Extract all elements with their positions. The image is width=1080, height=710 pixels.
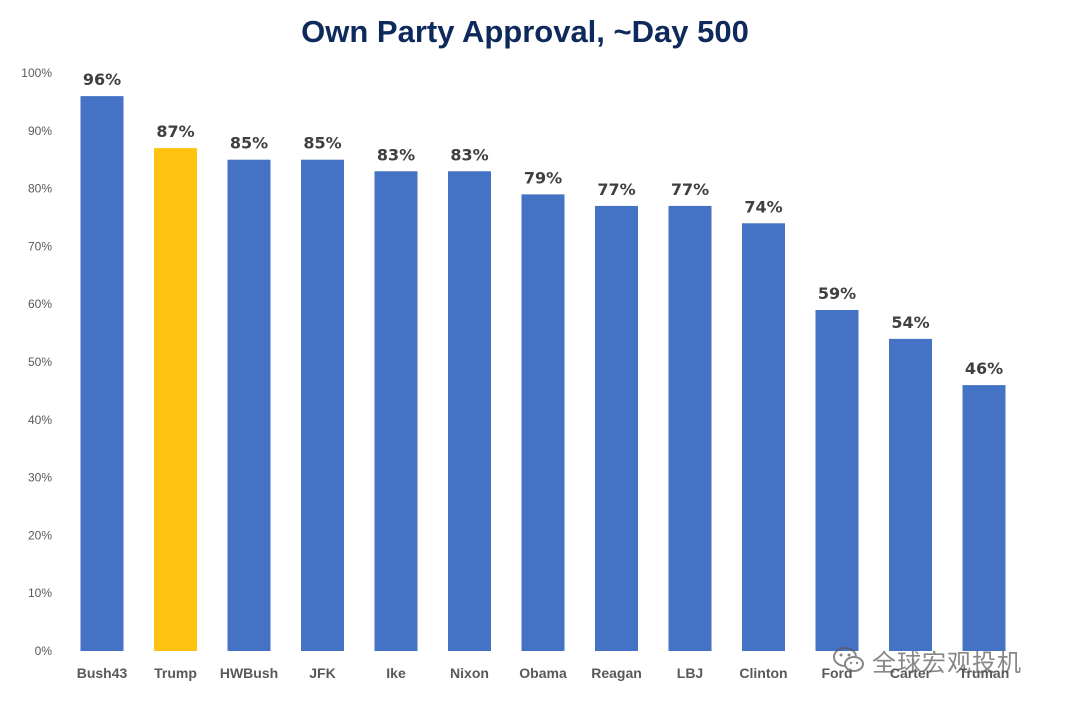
data-label-ike: 83% [377, 145, 415, 164]
bar-clinton [742, 223, 785, 651]
data-label-ford: 59% [818, 284, 856, 303]
bar-ike [374, 171, 418, 651]
x-tick-label: Truman [959, 665, 1010, 681]
y-axis-ticks: 0% 10% 20% 30% 40% 50% 60% 70% 80% 90% 100% [21, 66, 52, 658]
data-label-clinton: 74% [744, 197, 782, 216]
y-tick-label: 60% [28, 297, 52, 311]
y-tick-label: 30% [28, 471, 52, 485]
data-label-nixon: 83% [450, 145, 488, 164]
y-tick-label: 80% [28, 182, 52, 196]
x-tick-label: HWBush [220, 665, 278, 681]
x-axis-labels: Bush43 Trump HWBush JFK Ike Nixon Obama Reagan L… [77, 665, 1010, 681]
data-label-bush43: 96% [83, 70, 121, 89]
x-tick-label: Bush43 [77, 665, 128, 681]
data-label-jfk: 85% [303, 134, 341, 153]
bar-nixon [448, 171, 491, 651]
y-tick-label: 10% [28, 586, 52, 600]
y-tick-label: 100% [21, 66, 52, 80]
x-tick-label: Carter [890, 665, 932, 681]
x-tick-label: JFK [309, 665, 335, 681]
data-label-obama: 79% [524, 168, 562, 187]
y-tick-label: 0% [35, 644, 53, 658]
x-tick-label: LBJ [677, 665, 703, 681]
bar-hwbush [227, 159, 271, 651]
x-tick-label: Ike [386, 665, 406, 681]
bar-obama [521, 194, 565, 651]
bar-carter [889, 338, 932, 651]
bar-ford [815, 309, 859, 651]
wechat-icon [833, 647, 864, 672]
data-label-lbj: 77% [671, 180, 709, 199]
data-label-reagan: 77% [597, 180, 635, 199]
bar-jfk [301, 159, 344, 651]
y-tick-label: 40% [28, 413, 52, 427]
bar-trump [154, 148, 197, 651]
bar-lbj [668, 205, 712, 651]
data-labels: 96% 87% 85% 85% 83% 83% 79% 77% 77% 74% 59% 54% 46% [83, 70, 1003, 378]
data-label-trump: 87% [156, 122, 194, 141]
y-tick-label: 70% [28, 239, 52, 253]
x-tick-label: Ford [821, 665, 852, 681]
bar-bush43 [80, 96, 124, 652]
bars [80, 96, 1006, 652]
x-tick-label: Nixon [450, 665, 489, 681]
data-label-carter: 54% [891, 313, 929, 332]
chart-title: Own Party Approval, ~Day 500 [301, 14, 749, 49]
y-tick-label: 20% [28, 528, 52, 542]
data-label-hwbush: 85% [230, 134, 268, 153]
y-tick-label: 90% [28, 124, 52, 138]
watermark: 全球宏观投机 [832, 640, 1022, 680]
x-tick-label: Clinton [739, 665, 787, 681]
y-tick-label: 50% [28, 355, 52, 369]
watermark-text: 全球宏观投机 [872, 648, 1022, 677]
bar-truman [962, 385, 1006, 651]
data-label-truman: 46% [965, 359, 1003, 378]
bar-reagan [595, 205, 638, 651]
x-tick-label: Reagan [591, 665, 642, 681]
x-tick-label: Obama [519, 665, 567, 681]
x-tick-label: Trump [154, 665, 197, 681]
